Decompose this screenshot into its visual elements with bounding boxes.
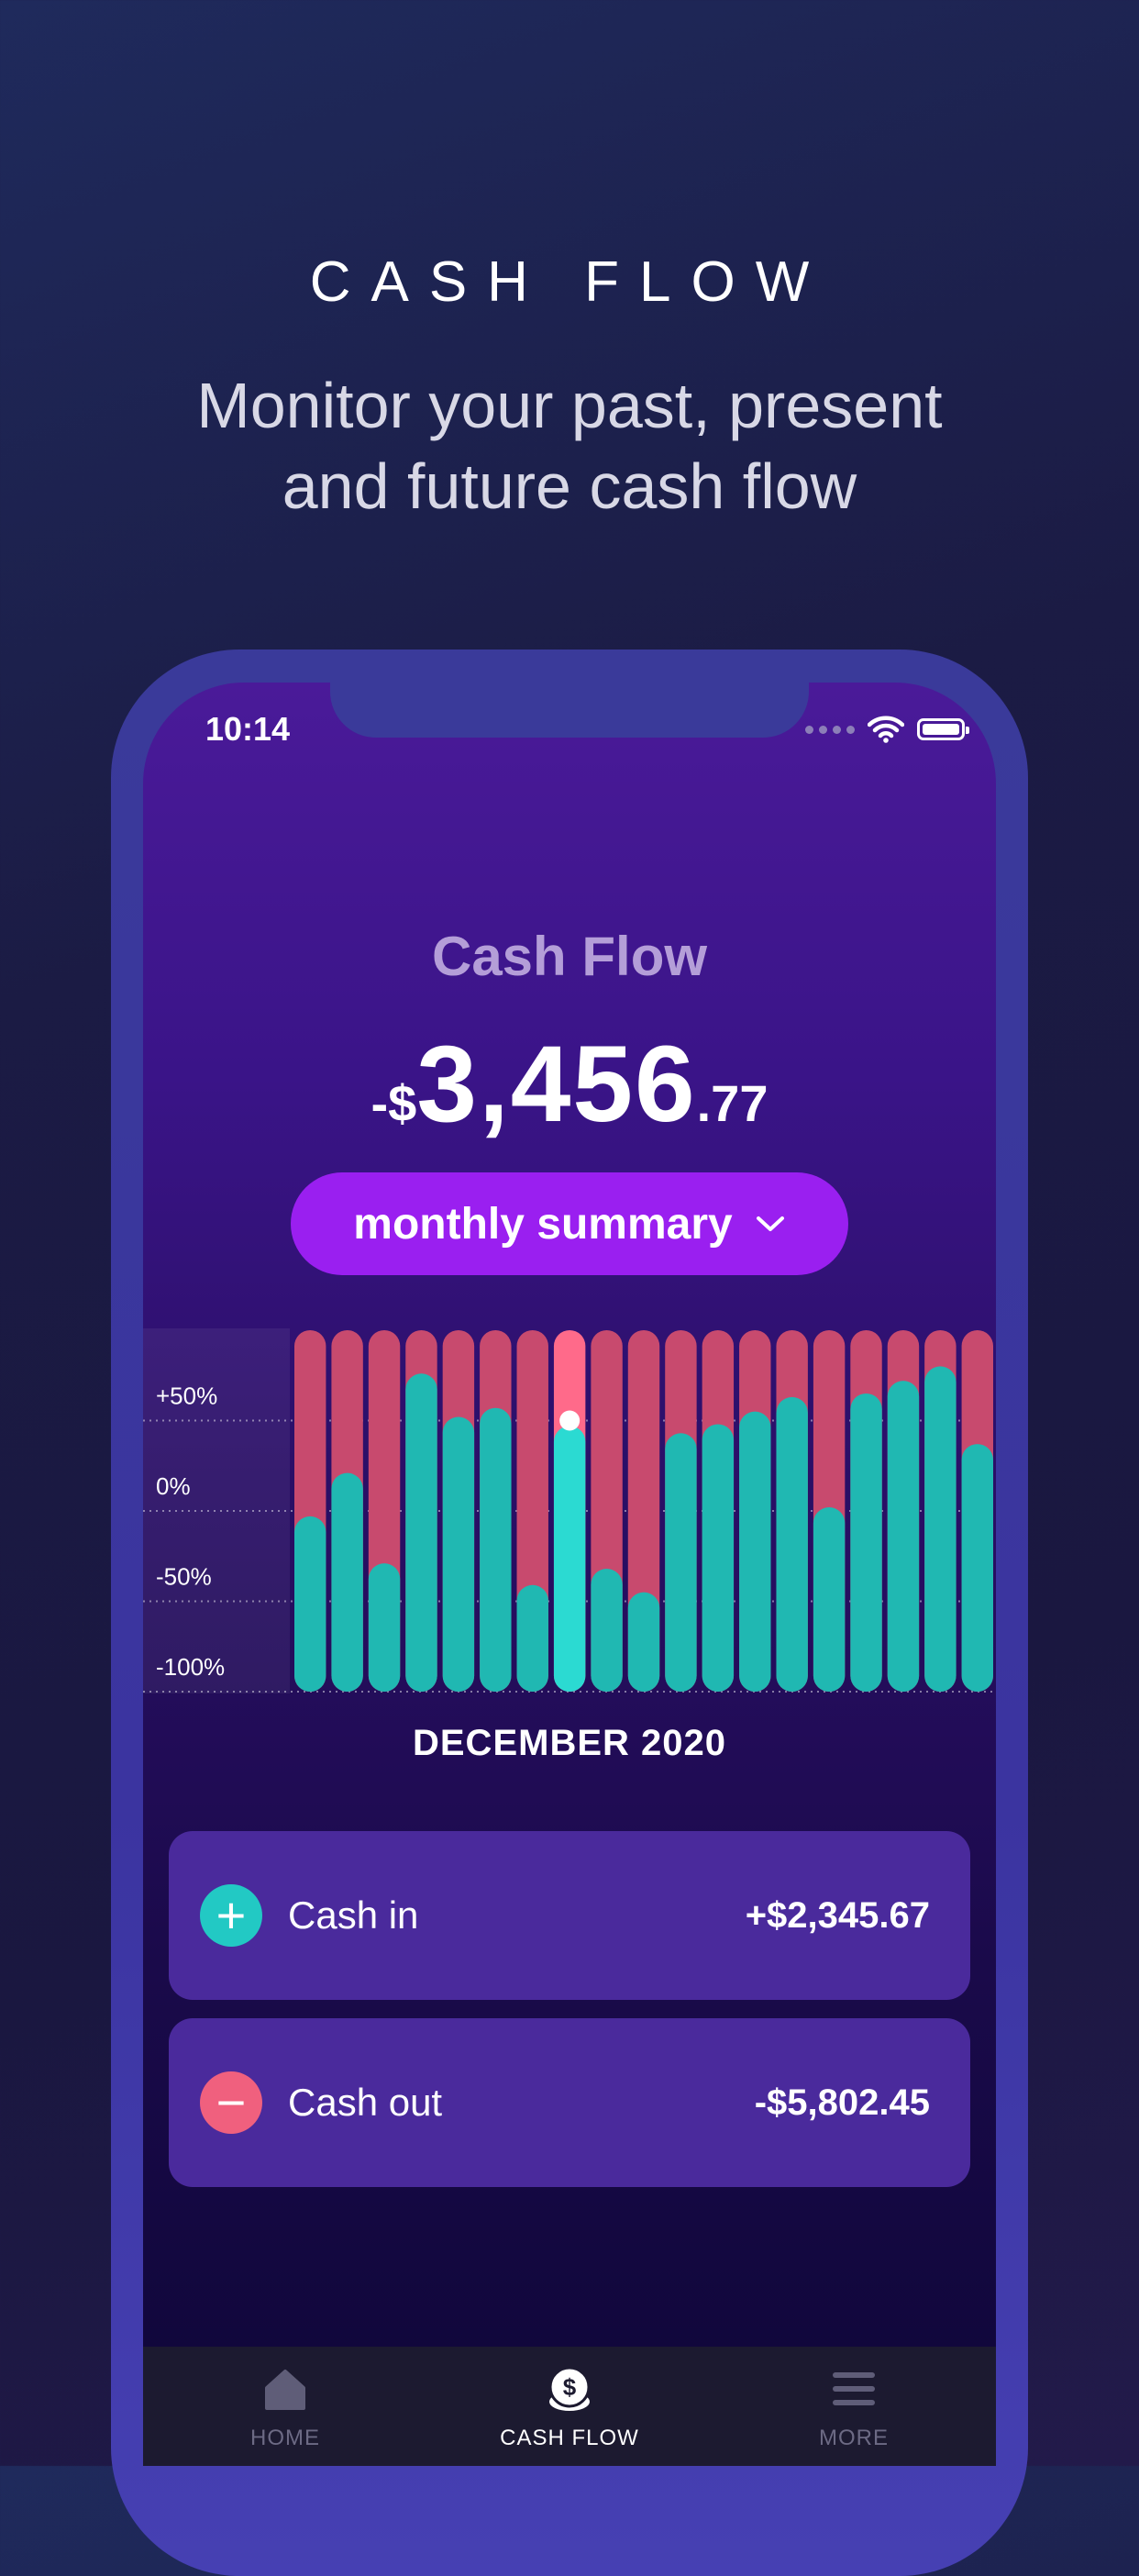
chart-bar-cash-in bbox=[813, 1507, 846, 1692]
cash-in-value: +$2,345.67 bbox=[745, 1894, 930, 1936]
amount-integer: 3,456 bbox=[416, 1024, 697, 1145]
chart-selected-marker bbox=[559, 1410, 581, 1431]
chart-bar[interactable] bbox=[776, 1330, 808, 1692]
tab-more-label: MORE bbox=[819, 2426, 889, 2450]
chart-bar-cash-in bbox=[442, 1416, 475, 1692]
chart-bar-cash-in bbox=[294, 1516, 326, 1692]
plus-icon: + bbox=[200, 1884, 262, 1947]
chart-bar[interactable] bbox=[405, 1330, 437, 1692]
monthly-summary-label: monthly summary bbox=[353, 1199, 733, 1249]
promo-headline: CASH FLOW bbox=[309, 250, 830, 314]
chart-bar-cash-in bbox=[627, 1592, 660, 1692]
chart-bar[interactable] bbox=[294, 1330, 326, 1692]
cash-flow-amount: -$3,456.77 bbox=[143, 1022, 996, 1147]
cash-in-label: Cash in bbox=[288, 1893, 419, 1937]
chart-bar[interactable] bbox=[553, 1330, 586, 1692]
chart-svg: +50% 0% -50% -100% bbox=[143, 1328, 996, 1693]
chart-bar[interactable] bbox=[480, 1330, 512, 1692]
cash-out-label: Cash out bbox=[288, 2081, 443, 2124]
tagline-line-2: and future cash flow bbox=[282, 450, 857, 522]
phone-screen: 10:14 Cash Flow -$3,456.77 monthly summa… bbox=[143, 683, 996, 2466]
chart-bar-cash-in bbox=[665, 1433, 697, 1692]
chart-bar-cash-in bbox=[405, 1373, 437, 1692]
chart-y-tick-label: -100% bbox=[156, 1653, 225, 1681]
chart-bar-cash-in bbox=[961, 1444, 993, 1692]
chart-y-tick-label: 0% bbox=[156, 1472, 191, 1500]
tab-cash-flow[interactable]: $ CASH FLOW bbox=[478, 2347, 661, 2466]
chart-bar[interactable] bbox=[627, 1330, 660, 1692]
chart-bar-cash-in bbox=[553, 1426, 586, 1692]
chart-axis-panel bbox=[143, 1328, 290, 1693]
phone-notch bbox=[330, 683, 809, 738]
chart-bar-cash-in bbox=[591, 1569, 623, 1692]
dollar-coin-icon: $ bbox=[546, 2365, 593, 2413]
tagline-line-1: Monitor your past, present bbox=[196, 370, 943, 441]
status-icons bbox=[805, 716, 969, 743]
chart-bar-cash-in bbox=[368, 1563, 401, 1692]
battery-icon bbox=[917, 718, 969, 740]
tab-cash-flow-label: CASH FLOW bbox=[500, 2426, 639, 2450]
chart-bar[interactable] bbox=[665, 1330, 697, 1692]
signal-dots-icon bbox=[805, 725, 855, 734]
chart-bar-cash-in bbox=[776, 1396, 808, 1692]
chart-y-tick-label: +50% bbox=[156, 1382, 217, 1410]
chart-bar[interactable] bbox=[591, 1330, 623, 1692]
chart-bar-cash-in bbox=[924, 1366, 957, 1692]
chart-bar[interactable] bbox=[887, 1330, 920, 1692]
home-icon bbox=[261, 2365, 309, 2413]
tab-bar: HOME $ CASH FLOW MORE bbox=[143, 2347, 996, 2466]
cash-in-card[interactable]: + Cash in +$2,345.67 bbox=[169, 1831, 970, 2000]
chart-bar-cash-in bbox=[850, 1393, 882, 1692]
chart-bar[interactable] bbox=[516, 1330, 548, 1692]
chart-bar-cash-in bbox=[331, 1472, 363, 1692]
chart-bar[interactable] bbox=[961, 1330, 993, 1692]
wifi-icon bbox=[868, 716, 904, 743]
chart-bar-cash-in bbox=[516, 1584, 548, 1692]
chart-bar[interactable] bbox=[702, 1330, 735, 1692]
chart-y-tick-label: -50% bbox=[156, 1563, 212, 1591]
chart-bar[interactable] bbox=[331, 1330, 363, 1692]
chart-bar-cash-in bbox=[887, 1381, 920, 1692]
chart-bar[interactable] bbox=[924, 1330, 957, 1692]
chart-bar[interactable] bbox=[442, 1330, 475, 1692]
svg-text:$: $ bbox=[563, 2373, 577, 2401]
tab-more[interactable]: MORE bbox=[762, 2347, 945, 2466]
chart-bar-cash-in bbox=[480, 1407, 512, 1692]
chart-bar-cash-in bbox=[739, 1411, 771, 1692]
cash-out-value: -$5,802.45 bbox=[754, 2082, 930, 2123]
amount-sign: -$ bbox=[370, 1074, 417, 1132]
chart-bar[interactable] bbox=[368, 1330, 401, 1692]
minus-icon: − bbox=[200, 2071, 262, 2134]
amount-decimal: .77 bbox=[696, 1074, 769, 1132]
month-label: DECEMBER 2020 bbox=[412, 1723, 726, 1763]
tab-home[interactable]: HOME bbox=[194, 2347, 377, 2466]
cash-flow-chart: +50% 0% -50% -100% bbox=[143, 1328, 996, 1693]
screen-title: Cash Flow bbox=[431, 926, 708, 987]
status-time: 10:14 bbox=[205, 710, 291, 748]
promo-tagline: Monitor your past, present and future ca… bbox=[0, 365, 1139, 527]
monthly-summary-button[interactable]: monthly summary bbox=[291, 1172, 848, 1275]
chart-bar-cash-in bbox=[702, 1424, 735, 1692]
chevron-down-icon bbox=[756, 1216, 784, 1231]
chart-bar[interactable] bbox=[850, 1330, 882, 1692]
cash-out-card[interactable]: − Cash out -$5,802.45 bbox=[169, 2018, 970, 2187]
chart-bar[interactable] bbox=[813, 1330, 846, 1692]
chart-bar[interactable] bbox=[739, 1330, 771, 1692]
menu-icon bbox=[830, 2365, 878, 2413]
tab-home-label: HOME bbox=[250, 2426, 320, 2450]
